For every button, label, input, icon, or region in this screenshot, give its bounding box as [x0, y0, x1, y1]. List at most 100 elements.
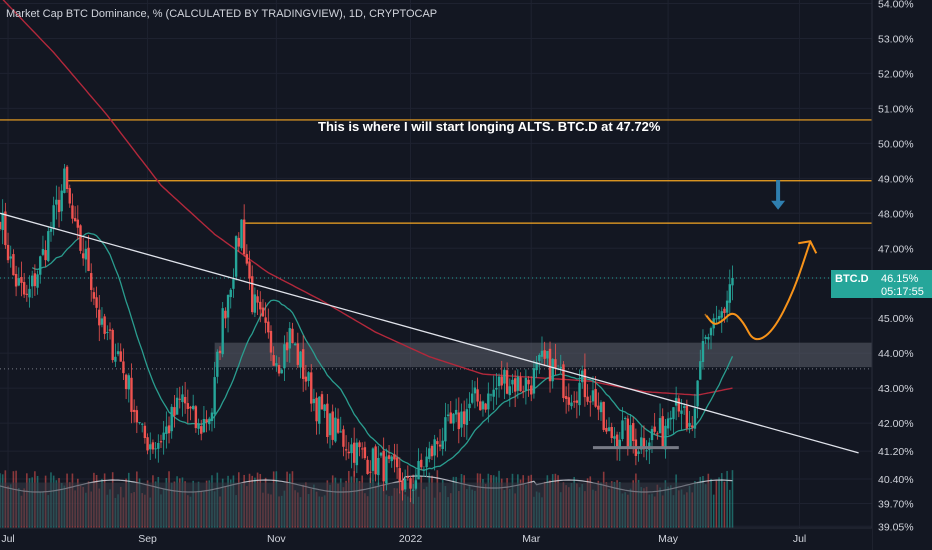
candle-body — [417, 461, 420, 480]
candle-body — [438, 444, 442, 447]
candle-body — [487, 393, 490, 410]
candle-body — [452, 413, 455, 424]
candle-body — [422, 469, 426, 471]
candle-body — [688, 422, 691, 427]
candle-body — [420, 459, 423, 468]
candle-body — [543, 350, 546, 359]
price-tick-label: 48.00% — [878, 208, 914, 220]
candle-body — [226, 294, 230, 318]
price-tick-label: 39.05% — [878, 521, 914, 533]
candle-body — [318, 396, 321, 424]
volume-bar — [726, 470, 728, 528]
candle-body — [505, 370, 509, 394]
candle-body — [374, 446, 377, 475]
candle-body — [181, 394, 184, 403]
chart-annotation[interactable]: This is where I will start longing ALTS.… — [318, 119, 661, 134]
price-tick-label: 54.00% — [878, 0, 914, 10]
candle-body — [310, 372, 313, 404]
candle-body — [141, 423, 144, 425]
candle-body — [449, 412, 452, 424]
candle-body — [471, 393, 474, 403]
candle-body — [664, 425, 667, 450]
candle-body — [387, 455, 391, 459]
candle-body — [122, 361, 125, 374]
candle-body — [81, 253, 85, 259]
candle-body — [331, 411, 334, 440]
candle-body — [124, 374, 128, 390]
candle-body — [414, 480, 418, 489]
candle-body — [237, 237, 240, 247]
candle-body — [473, 387, 477, 394]
candle-body — [371, 448, 375, 471]
candle-body — [640, 437, 643, 450]
candle-body — [572, 401, 576, 403]
candle-body — [68, 188, 71, 204]
candle-body — [522, 391, 525, 393]
price-tag-countdown: 05:17:55 — [881, 285, 924, 298]
candle-body — [328, 413, 332, 436]
candle-body — [213, 377, 216, 415]
candle-body — [65, 166, 69, 190]
candle-body — [594, 388, 597, 407]
candle-body — [425, 456, 428, 468]
candle-body — [444, 417, 447, 442]
candle-body — [175, 397, 179, 415]
candle-body — [170, 406, 173, 432]
candle-body — [589, 401, 592, 403]
price-tag-symbol: BTC.D — [835, 272, 869, 285]
candle-body — [17, 278, 20, 286]
candle-body — [242, 219, 246, 255]
candle-body — [259, 301, 262, 310]
candle-body — [535, 362, 538, 371]
candle-body — [135, 410, 139, 423]
time-axis[interactable]: Jul Sep Nov 2022 Mar May Jul — [0, 527, 872, 550]
candle-body — [377, 457, 380, 476]
candle-body — [224, 310, 227, 319]
candle-body — [52, 205, 55, 229]
candle-body — [607, 427, 611, 432]
volume-bar — [718, 477, 720, 528]
candle-body — [229, 289, 232, 298]
candle-body — [731, 277, 734, 286]
candle-body — [90, 273, 93, 290]
candle-body — [326, 403, 329, 438]
candle-body — [570, 402, 573, 407]
candle-body — [60, 190, 63, 212]
descending-trendline — [0, 212, 859, 454]
ma-200-line — [2, 0, 733, 396]
price-tick-label: 50.00% — [878, 138, 914, 150]
candle-body — [454, 409, 458, 415]
candle-body — [489, 394, 493, 396]
candle-body — [532, 368, 536, 394]
candle-body — [701, 341, 705, 363]
price-tick-label: 45.00% — [878, 313, 914, 325]
volume-bar — [712, 494, 715, 528]
candle-body — [369, 471, 372, 473]
candle-body — [613, 436, 616, 439]
candle-body — [355, 442, 359, 466]
candle-body — [704, 336, 707, 339]
candle-body — [12, 254, 15, 276]
candle-body — [516, 376, 520, 391]
candle-body — [350, 444, 353, 454]
candle-body — [344, 449, 348, 451]
candle-body — [210, 412, 214, 422]
candle-body — [4, 211, 7, 246]
candle-body — [481, 401, 485, 410]
levels-layer — [0, 119, 872, 370]
candle-body — [73, 218, 77, 222]
candle-body — [615, 434, 619, 447]
candle-body — [315, 397, 318, 422]
candle-body — [100, 318, 104, 325]
candle-body — [457, 412, 461, 430]
candle-body — [200, 426, 203, 434]
candle-body — [116, 351, 120, 355]
candle-body — [28, 288, 31, 298]
candle-body — [79, 225, 82, 251]
candle-body — [20, 277, 23, 283]
candle-body — [511, 379, 514, 385]
candle-body — [103, 316, 106, 334]
candle-body — [621, 420, 624, 440]
candle-body — [500, 376, 503, 386]
